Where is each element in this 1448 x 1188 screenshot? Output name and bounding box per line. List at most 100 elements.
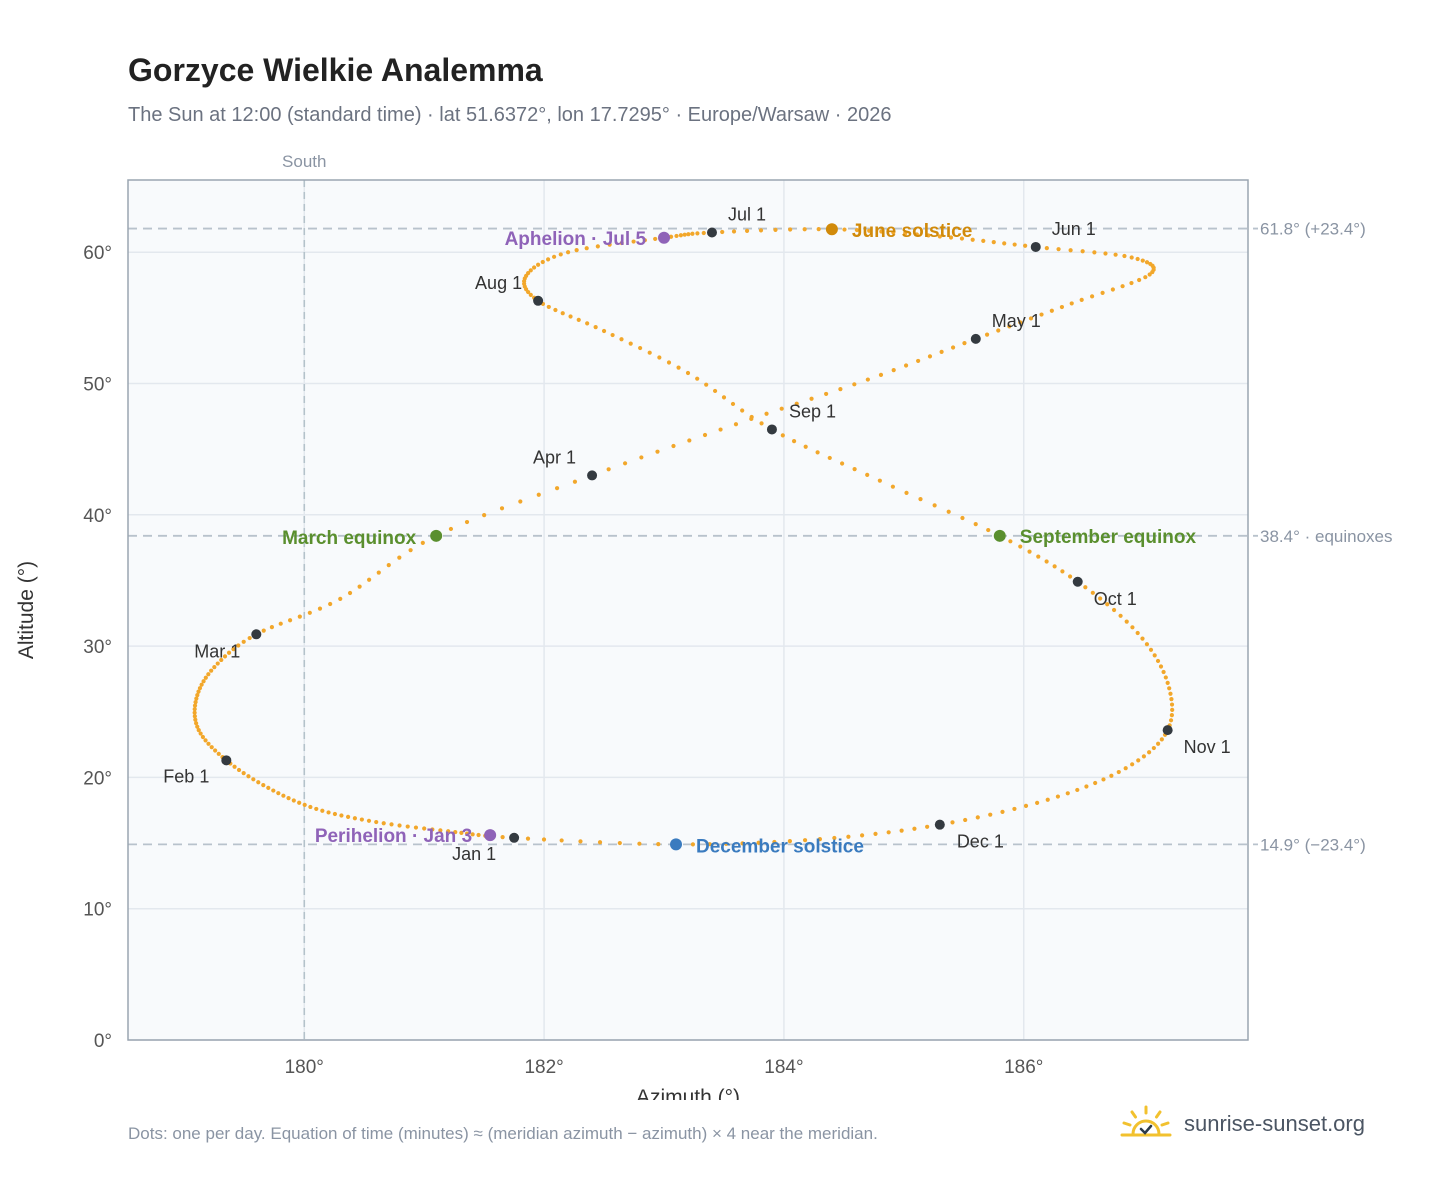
daily-sun-dot [1135, 256, 1140, 262]
daily-sun-dot [886, 830, 891, 835]
daily-sun-dot [193, 700, 198, 705]
daily-sun-dot [674, 233, 679, 239]
daily-sun-dot [986, 527, 991, 533]
daily-sun-dot [1044, 559, 1049, 564]
daily-sun-dot [197, 686, 203, 691]
event-marker-label: Perihelion · Jan 3 [315, 826, 472, 847]
daily-sun-dot [1165, 680, 1170, 685]
daily-sun-dot [585, 321, 590, 326]
month-marker-label: Nov 1 [1184, 737, 1231, 757]
daily-sun-dot [1018, 544, 1023, 549]
daily-sun-dot [860, 833, 865, 838]
daily-sun-dot [704, 382, 709, 387]
daily-sun-dot [560, 311, 565, 316]
daily-sun-dot [1163, 675, 1168, 680]
daily-sun-dot [707, 842, 712, 847]
daily-sun-dot [345, 814, 351, 820]
daily-sun-dot [702, 432, 708, 438]
daily-sun-dot [576, 317, 581, 322]
daily-sun-dot [397, 555, 402, 560]
daily-sun-dot [552, 254, 557, 259]
event-marker-dot [484, 829, 497, 842]
daily-sun-dot [879, 229, 884, 234]
daily-sun-dot [686, 232, 691, 237]
event-markers: June solstice December solstice March equi… [282, 221, 1196, 857]
daily-sun-dot [1124, 619, 1129, 624]
daily-sun-dot [1120, 284, 1125, 289]
daily-sun-dot [842, 227, 847, 232]
reference-line-label: 61.8° (+23.4°) [1260, 220, 1366, 239]
plot-frame [127, 179, 1249, 1041]
daily-sun-dot [1055, 794, 1061, 799]
daily-sun-dot [685, 370, 691, 376]
daily-sun-dot [1008, 539, 1013, 544]
daily-sun-dot [470, 832, 475, 837]
daily-sun-dot [607, 242, 612, 247]
daily-sun-dot [195, 724, 200, 729]
daily-sun-dot [904, 490, 909, 495]
daily-sun-dot [386, 563, 391, 568]
daily-sun-dot [482, 513, 487, 518]
daily-sun-dot [578, 839, 583, 844]
daily-sun-dot [827, 455, 832, 461]
daily-sun-dot [916, 358, 921, 364]
brand-logo[interactable]: sunrise-sunset.org [1120, 1104, 1365, 1144]
daily-sun-dot [381, 821, 386, 826]
daily-sun-dot [193, 717, 198, 722]
brand-name: sunrise-sunset.org [1184, 1111, 1365, 1136]
daily-sun-dot [619, 240, 624, 246]
daily-sun-dot [721, 395, 727, 400]
daily-sun-dot [1090, 294, 1095, 299]
daily-sun-dot [595, 244, 600, 249]
daily-sun-dot [206, 741, 211, 746]
daily-sun-dot [1068, 248, 1073, 253]
daily-sun-dot [1028, 316, 1034, 321]
y-tick-label: 10° [83, 900, 112, 921]
daily-sun-dot [271, 788, 276, 793]
daily-sun-dot [1135, 630, 1140, 636]
daily-sun-dot [628, 341, 633, 346]
daily-sun-dot [794, 401, 799, 406]
daily-sun-dot [286, 796, 291, 801]
daily-sun-dot [1147, 272, 1152, 277]
daily-sun-dot [682, 232, 687, 237]
daily-sun-dot [772, 839, 777, 845]
daily-sun-dot [332, 811, 338, 817]
y-axis-label: Altitude (°) [15, 561, 38, 659]
daily-sun-dot [278, 621, 283, 626]
daily-sun-dot [528, 268, 533, 273]
daily-sun-dot [816, 227, 821, 232]
event-marker-dot [430, 529, 443, 542]
y-tick-label: 40° [83, 506, 112, 527]
daily-sun-dot [1060, 569, 1065, 574]
daily-sun-dot [276, 791, 281, 796]
daily-sun-dot [266, 785, 271, 791]
daily-sun-dot [1170, 707, 1175, 713]
daily-sun-dot [890, 484, 895, 489]
daily-sun-dot [203, 675, 208, 680]
month-marker-dot [221, 755, 232, 766]
month-marker-dot [251, 629, 262, 640]
daily-sun-dot [744, 228, 750, 233]
daily-sun-dot [695, 231, 700, 236]
daily-sun-dot [655, 449, 660, 454]
daily-sun-dot [802, 227, 807, 232]
daily-sun-dot [500, 834, 505, 840]
month-marker-dot [766, 424, 777, 435]
daily-sun-dot [639, 455, 644, 460]
daily-sun-dot [464, 519, 470, 525]
daily-sun-dot [671, 443, 676, 449]
daily-sun-dot [647, 350, 652, 355]
daily-sun-dot [687, 438, 692, 443]
daily-sun-dot [903, 231, 908, 236]
daily-sun-dot [328, 601, 333, 607]
event-marker-label: Aphelion · Jul 5 [505, 229, 647, 250]
month-marker-label: May 1 [992, 311, 1041, 331]
daily-sun-dot [873, 831, 878, 837]
daily-sun-dot [389, 822, 394, 827]
daily-sun-dot [865, 377, 870, 382]
month-marker-label: Mar 1 [194, 641, 240, 661]
daily-sun-dot [376, 570, 381, 575]
daily-sun-dot [642, 238, 647, 243]
daily-sun-dot [541, 837, 547, 842]
